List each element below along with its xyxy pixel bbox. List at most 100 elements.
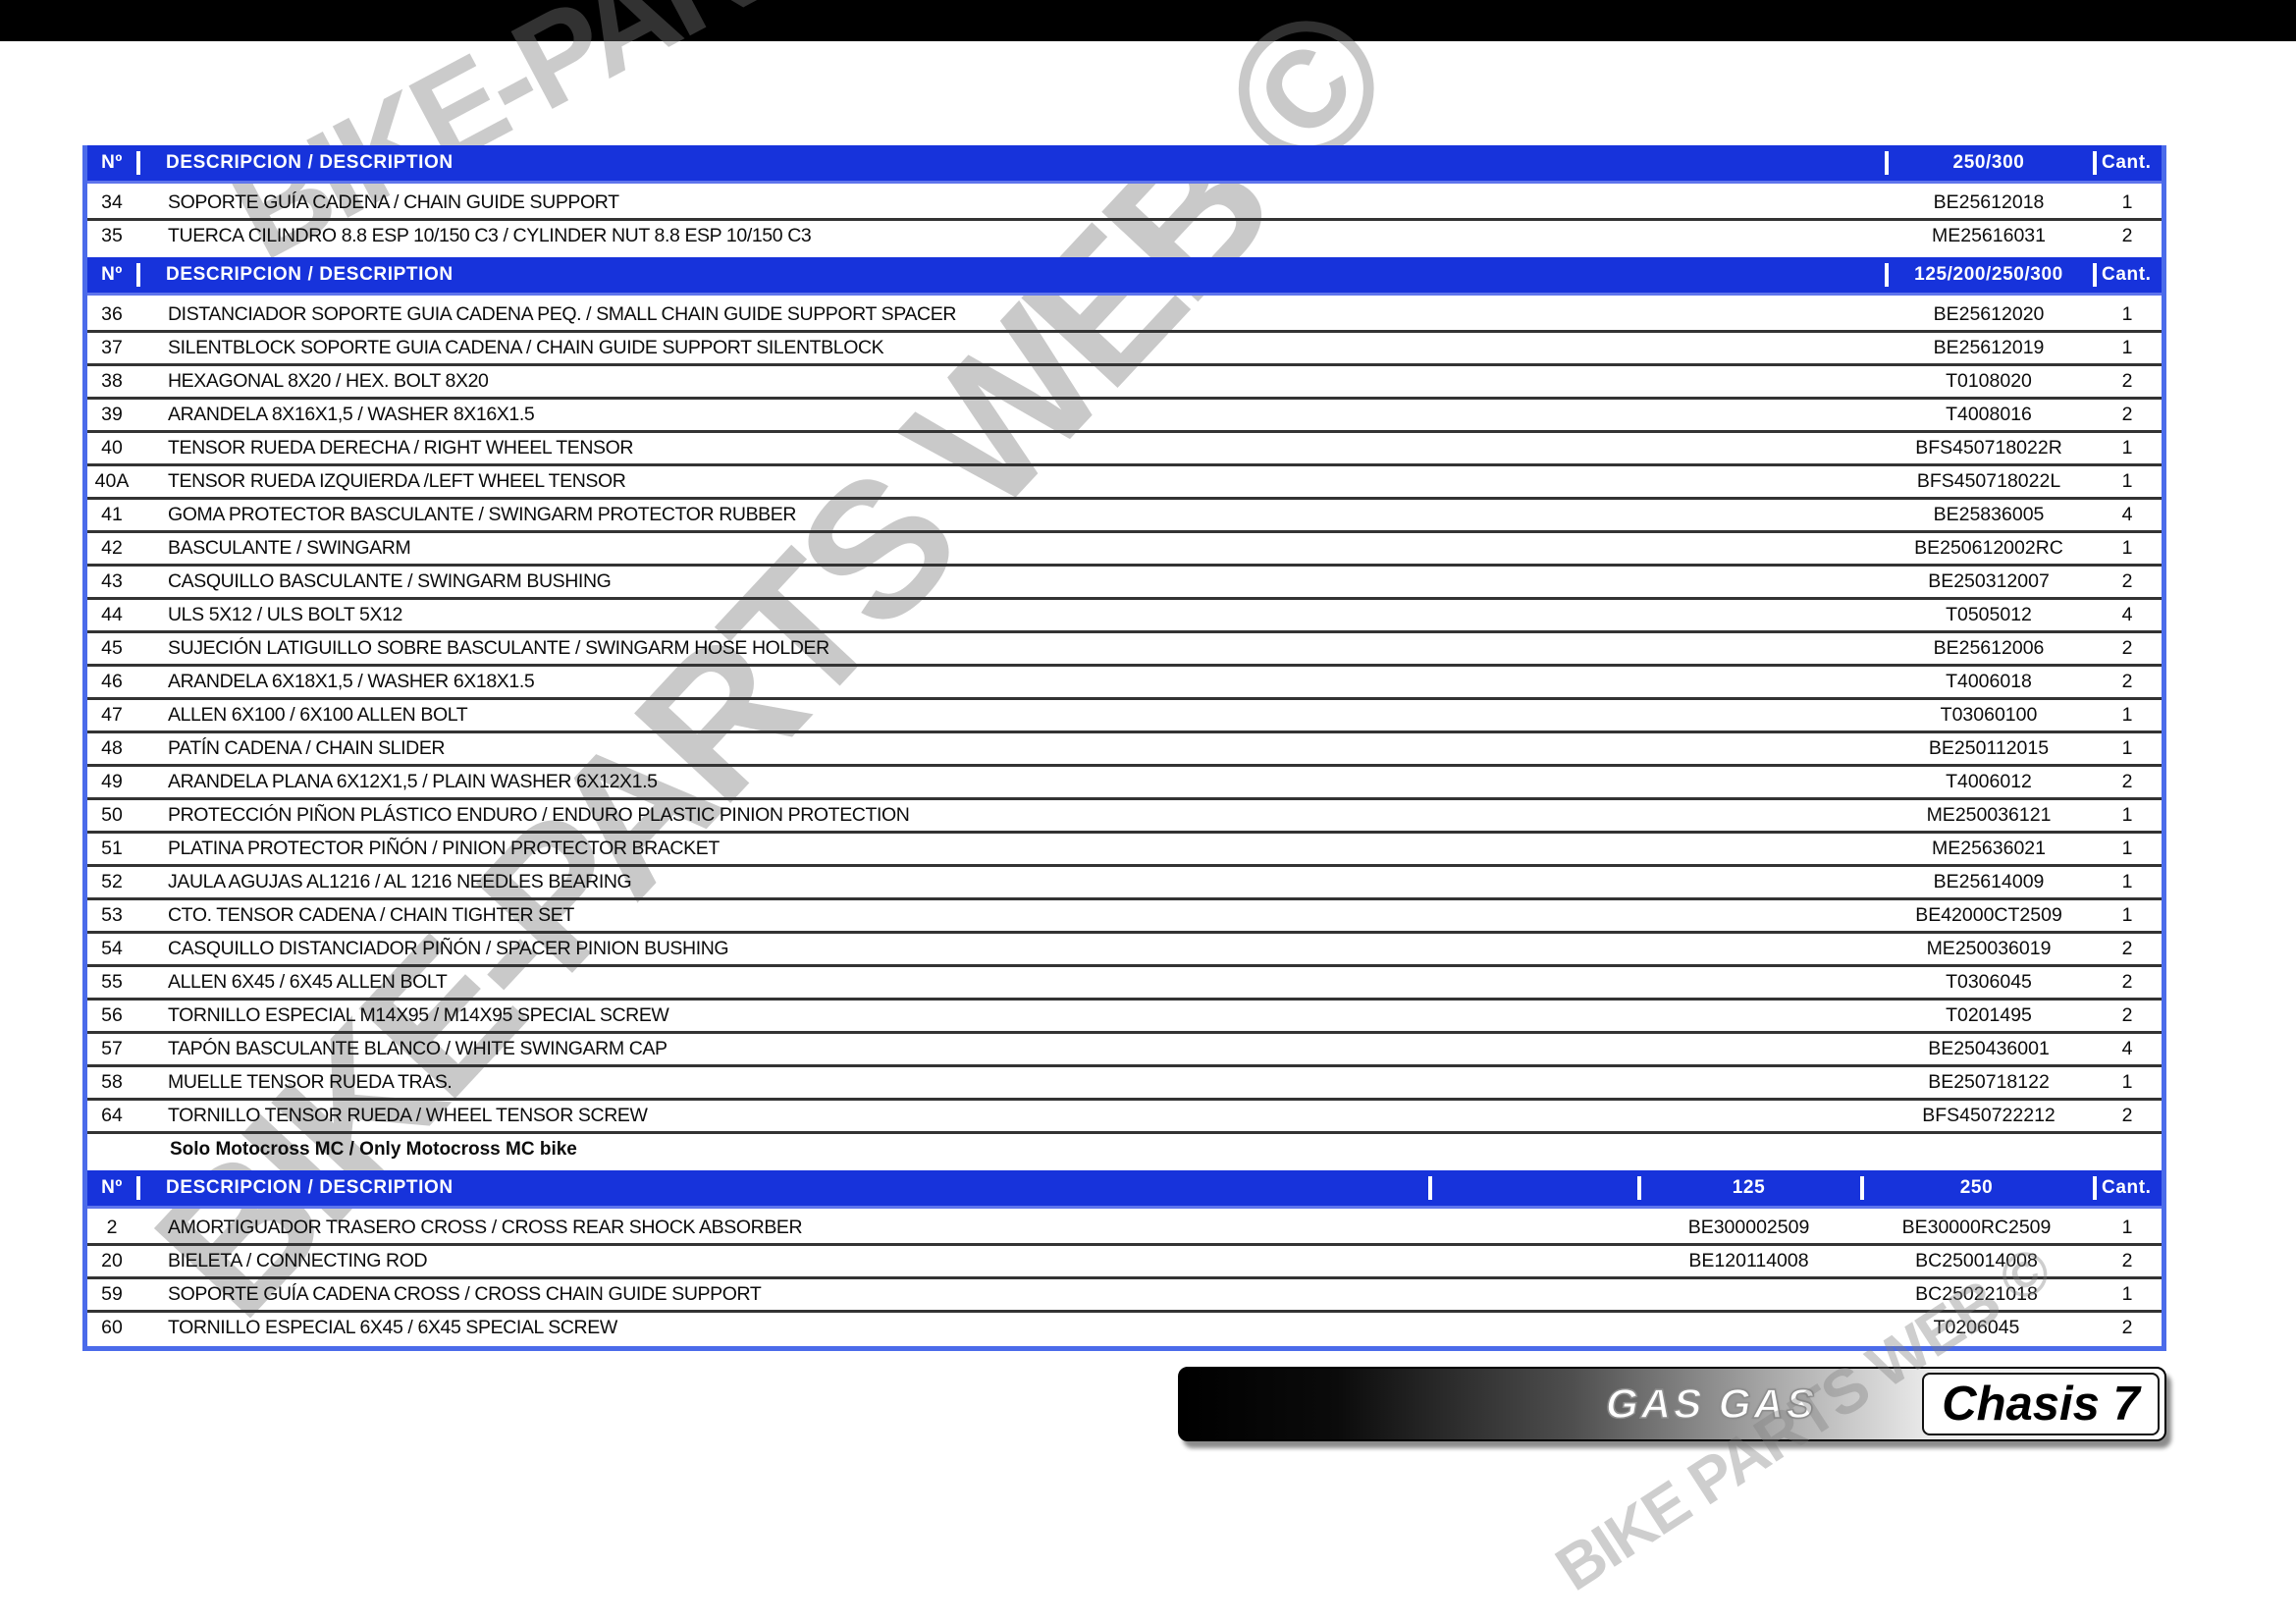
table-row: 40 TENSOR RUEDA DERECHA / RIGHT WHEEL TEN… — [87, 433, 2162, 466]
table-row: 58 MUELLE TENSOR RUEDA TRAS. BE250718122 1 — [87, 1067, 2162, 1101]
row-description: AMORTIGUADOR TRASERO CROSS / CROSS REAR … — [168, 1217, 803, 1238]
row-number: 37 — [101, 337, 123, 358]
header-model-column-250: 250 — [1860, 1170, 2093, 1206]
row-description: TUERCA CILINDRO 8.8 ESP 10/150 C3 / CYLI… — [168, 225, 812, 246]
row-quantity: 2 — [2121, 771, 2133, 792]
table-row: 34 SOPORTE GUÍA CADENA / CHAIN GUIDE SUPP… — [87, 188, 2162, 221]
header-description-label: DESCRIPCION / DESCRIPTION — [136, 145, 1885, 181]
row-part-number: T0306045 — [1946, 971, 2032, 993]
table-row: 41 GOMA PROTECTOR BASCULANTE / SWINGARM P… — [87, 500, 2162, 533]
row-number: 2 — [106, 1217, 118, 1238]
row-number: 45 — [101, 637, 123, 659]
row-description: JAULA AGUJAS AL1216 / AL 1216 NEEDLES BE… — [168, 871, 632, 893]
row-quantity: 1 — [2121, 537, 2133, 559]
row-description: SUJECIÓN LATIGUILLO SOBRE BASCULANTE / S… — [168, 637, 829, 659]
page-title: Chasis 7 — [1922, 1373, 2160, 1435]
row-part-number: BFS450718022L — [1916, 470, 2061, 492]
row-part-number: BE25612006 — [1933, 637, 2045, 659]
row-part-number: BE25612018 — [1933, 191, 2045, 213]
table-row: 55 ALLEN 6X45 / 6X45 ALLEN BOLT T0306045 2 — [87, 967, 2162, 1001]
row-description: BIELETA / CONNECTING ROD — [168, 1250, 428, 1271]
row-quantity: 2 — [2121, 1105, 2133, 1126]
row-part-number: T4008016 — [1946, 404, 2032, 425]
row-description: HEXAGONAL 8X20 / HEX. BOLT 8X20 — [168, 370, 489, 392]
table-row: 20 BIELETA / CONNECTING ROD BE120114008 BC2… — [87, 1246, 2162, 1279]
row-part-number: T03060100 — [1940, 704, 2038, 726]
row-part-number: BE42000CT2509 — [1915, 904, 2062, 926]
row-part-number: BE300002509 — [1687, 1217, 1810, 1238]
row-number: 44 — [101, 604, 123, 625]
header-spacer — [1428, 1170, 1637, 1206]
row-number: 34 — [101, 191, 123, 213]
row-number: 41 — [101, 504, 123, 525]
table-row: 44 ULS 5X12 / ULS BOLT 5X12 T0505012 4 — [87, 600, 2162, 633]
table-row: 52 JAULA AGUJAS AL1216 / AL 1216 NEEDLES … — [87, 867, 2162, 900]
row-part-number: ME250036121 — [1926, 804, 2052, 826]
table-row: 36 DISTANCIADOR SOPORTE GUIA CADENA PEQ. … — [87, 299, 2162, 333]
row-part-number: BC250221018 — [1915, 1283, 2038, 1305]
row-description: CTO. TENSOR CADENA / CHAIN TIGHTER SET — [168, 904, 574, 926]
row-number: 53 — [101, 904, 123, 926]
row-quantity: 2 — [2121, 671, 2133, 692]
row-number: 43 — [101, 570, 123, 592]
row-quantity: 1 — [2121, 337, 2133, 358]
table-header-row: Nº DESCRIPCION / DESCRIPTION 125 250 Cant. — [87, 1170, 2162, 1209]
row-quantity: 2 — [2121, 1250, 2133, 1271]
table-row: 60 TORNILLO ESPECIAL 6X45 / 6X45 SPECIAL … — [87, 1313, 2162, 1346]
row-part-number: BFS450718022R — [1915, 437, 2062, 459]
row-description: CASQUILLO DISTANCIADOR PIÑÓN / SPACER PI… — [168, 938, 729, 959]
table-row: 59 SOPORTE GUÍA CADENA CROSS / CROSS CHAI… — [87, 1279, 2162, 1313]
row-description: ALLEN 6X100 / 6X100 ALLEN BOLT — [168, 704, 468, 726]
row-quantity: 1 — [2121, 1071, 2133, 1093]
row-quantity: 4 — [2121, 504, 2133, 525]
row-description: TENSOR RUEDA DERECHA / RIGHT WHEEL TENSO… — [168, 437, 634, 459]
row-number: 59 — [101, 1283, 123, 1305]
row-part-number: T0206045 — [1933, 1317, 2020, 1338]
header-qty-label: Cant. — [2093, 257, 2162, 293]
row-description: TENSOR RUEDA IZQUIERDA /LEFT WHEEL TENSO… — [168, 470, 626, 492]
row-quantity: 4 — [2121, 1038, 2133, 1059]
row-description: SOPORTE GUÍA CADENA / CHAIN GUIDE SUPPOR… — [168, 191, 619, 213]
row-quantity: 2 — [2121, 1004, 2133, 1026]
row-number: 64 — [101, 1105, 123, 1126]
parts-table: Nº DESCRIPCION / DESCRIPTION 250/300 Cant. 3… — [82, 145, 2166, 1351]
row-description: TORNILLO ESPECIAL M14X95 / M14X95 SPECIA… — [168, 1004, 669, 1026]
row-quantity: 2 — [2121, 938, 2133, 959]
row-quantity: 1 — [2121, 1217, 2133, 1238]
row-quantity: 2 — [2121, 225, 2133, 246]
table-row: 35 TUERCA CILINDRO 8.8 ESP 10/150 C3 / CY… — [87, 221, 2162, 254]
row-description: ARANDELA 6X18X1,5 / WASHER 6X18X1.5 — [168, 671, 535, 692]
table-row: 54 CASQUILLO DISTANCIADOR PIÑÓN / SPACER … — [87, 934, 2162, 967]
row-number: 35 — [101, 225, 123, 246]
row-part-number: ME25636021 — [1931, 838, 2046, 859]
table-row: 51 PLATINA PROTECTOR PIÑÓN / PINION PROTE… — [87, 834, 2162, 867]
row-part-number: T0505012 — [1946, 604, 2032, 625]
row-number: 51 — [101, 838, 123, 859]
row-number: 54 — [101, 938, 123, 959]
row-description: PROTECCIÓN PIÑON PLÁSTICO ENDURO / ENDUR… — [168, 804, 910, 826]
row-quantity: 1 — [2121, 804, 2133, 826]
row-quantity: 2 — [2121, 1317, 2133, 1338]
header-num-label: Nº — [101, 1177, 123, 1198]
row-description: DISTANCIADOR SOPORTE GUIA CADENA PEQ. / … — [168, 303, 957, 325]
table-row: 43 CASQUILLO BASCULANTE / SWINGARM BUSHIN… — [87, 567, 2162, 600]
row-quantity: 2 — [2121, 971, 2133, 993]
row-description: PLATINA PROTECTOR PIÑÓN / PINION PROTECT… — [168, 838, 720, 859]
header-model-column-250/300: 250/300 — [1885, 145, 2093, 181]
row-description: TAPÓN BASCULANTE BLANCO / WHITE SWINGARM… — [168, 1038, 667, 1059]
header-description-label: DESCRIPCION / DESCRIPTION — [136, 1170, 1428, 1206]
row-part-number: BE250436001 — [1928, 1038, 2050, 1059]
table-header-row: Nº DESCRIPCION / DESCRIPTION 125/200/250/3… — [87, 257, 2162, 296]
table-note-row: Solo Motocross MC / Only Motocross MC bi… — [87, 1134, 2162, 1167]
table-row: 56 TORNILLO ESPECIAL M14X95 / M14X95 SPEC… — [87, 1001, 2162, 1034]
row-part-number: BE120114008 — [1688, 1250, 1809, 1271]
table-row: 40A TENSOR RUEDA IZQUIERDA /LEFT WHEEL TE… — [87, 466, 2162, 500]
row-quantity: 1 — [2121, 838, 2133, 859]
table-header-row: Nº DESCRIPCION / DESCRIPTION 250/300 Cant. — [87, 145, 2162, 184]
row-number: 46 — [101, 671, 123, 692]
header-qty-label: Cant. — [2093, 145, 2162, 181]
row-part-number: T0108020 — [1946, 370, 2032, 392]
row-quantity: 1 — [2121, 737, 2133, 759]
table-row: 2 AMORTIGUADOR TRASERO CROSS / CROSS REAR… — [87, 1213, 2162, 1246]
table-row: 64 TORNILLO TENSOR RUEDA / WHEEL TENSOR S… — [87, 1101, 2162, 1134]
